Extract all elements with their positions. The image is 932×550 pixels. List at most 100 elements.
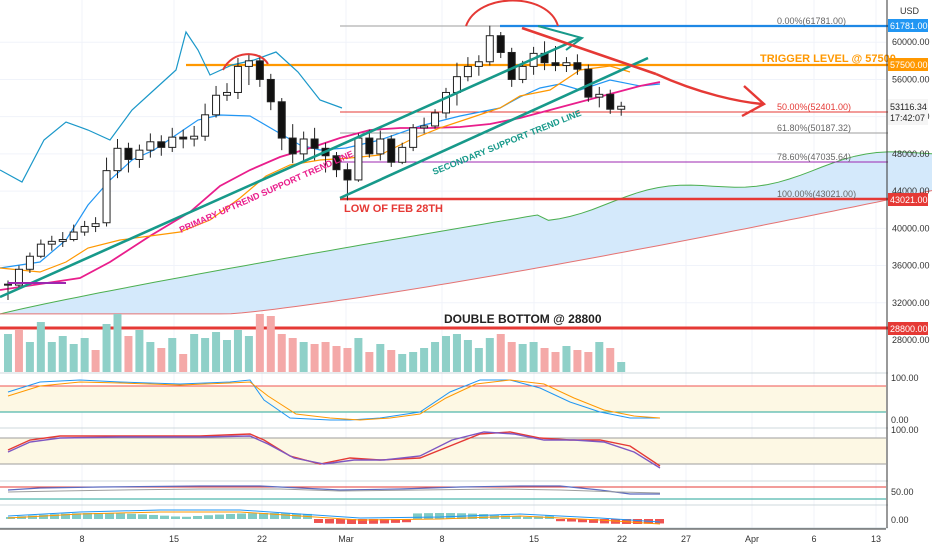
macd-histogram-bar — [512, 516, 521, 519]
time-tick-label: 8 — [79, 534, 84, 544]
candle — [310, 127, 319, 161]
price-tag-last: 53116.34 17:42:07 — [888, 99, 928, 125]
macd-histogram-bar — [501, 515, 510, 519]
volume-bar — [36, 322, 45, 372]
volume-bar — [266, 316, 275, 372]
volume-bar — [529, 342, 538, 372]
volume-bar — [14, 330, 23, 372]
candle — [431, 109, 440, 129]
candle — [233, 58, 242, 99]
stoch-top-label: 100.00 — [891, 373, 919, 383]
volume-bar — [25, 342, 34, 372]
volume-bar — [288, 338, 297, 372]
macd-histogram-bar — [446, 513, 455, 519]
macd-histogram-bar — [589, 519, 598, 523]
macd-histogram-bar — [435, 513, 444, 519]
candle — [80, 220, 89, 236]
stoch-band — [0, 386, 886, 412]
macd-histogram-bar — [259, 513, 268, 519]
rsi-line-b — [7, 431, 661, 469]
candle-body — [474, 61, 483, 67]
svg-text:53116.34: 53116.34 — [890, 102, 927, 112]
stoch-bottom-label: 0.00 — [891, 415, 909, 425]
macd-line — [7, 509, 661, 523]
time-tick-label: 15 — [169, 534, 179, 544]
time-tick-label: Apr — [745, 534, 759, 544]
candle-body — [288, 137, 297, 155]
macd-histogram-bar — [105, 513, 114, 519]
time-tick-label: 22 — [257, 534, 267, 544]
candle-body — [573, 62, 582, 70]
candle-body — [223, 91, 231, 96]
candle — [157, 135, 166, 156]
macd-histogram-bar — [556, 519, 565, 522]
macd-histogram-bar — [116, 513, 125, 519]
candle-body — [409, 127, 418, 148]
candle-body — [562, 62, 571, 66]
candle-body — [299, 138, 308, 155]
macd-histogram-bar — [94, 513, 103, 519]
volume-bar — [343, 348, 352, 372]
currency-label: USD — [900, 6, 920, 16]
time-tick-label: 27 — [681, 534, 691, 544]
candle-body — [354, 137, 363, 181]
macd-histogram-bar — [127, 513, 136, 519]
macd-histogram-bar — [479, 514, 488, 519]
volume-bar — [47, 342, 56, 372]
price-axis[interactable]: 60000.0056000.0052000.0048000.0044000.00… — [886, 0, 930, 528]
fib-label-50: 50.00%(52401.00) — [777, 102, 851, 112]
secondary-support-line[interactable] — [339, 56, 649, 200]
time-axis[interactable]: 8 15 22 Mar 8 15 22 27 Apr 6 13 — [0, 528, 886, 544]
candle-body — [4, 283, 12, 286]
candle-body — [25, 255, 34, 270]
ichimoku-cloud — [0, 151, 932, 314]
candle — [91, 217, 100, 233]
candle-body — [485, 35, 494, 63]
macd-histogram-bar — [83, 513, 92, 519]
macd-histogram-bar — [413, 513, 422, 519]
candle — [124, 142, 133, 173]
low-label: LOW OF FEB 28TH — [344, 203, 443, 215]
candle-body — [518, 65, 527, 80]
volume-bar — [431, 342, 440, 372]
macd-histogram-bar — [281, 513, 290, 519]
candle — [168, 127, 177, 153]
macd-histogram-bar — [314, 519, 323, 523]
candle — [463, 57, 472, 82]
adx-line — [7, 485, 660, 495]
macd-histogram-bar — [523, 516, 532, 519]
svg-text:17:42:07: 17:42:07 — [890, 113, 925, 123]
macd-histogram-bar — [193, 515, 202, 519]
volume-bar — [58, 336, 67, 372]
candle-body — [507, 51, 516, 80]
primary-uptrend-line[interactable] — [0, 36, 581, 299]
macd-histogram-bar — [160, 515, 169, 519]
macd-histogram-bar — [72, 513, 81, 519]
candle — [354, 133, 363, 182]
candle-body — [190, 135, 199, 140]
volume-bar — [102, 324, 111, 372]
candle-body — [135, 149, 144, 160]
candle-body — [69, 231, 78, 241]
volume-bars — [4, 314, 626, 372]
price-tag-double-bottom: 28800.00 — [888, 322, 928, 335]
stoch-d-line — [7, 379, 661, 421]
volume-bar — [387, 350, 396, 372]
candle — [223, 83, 231, 101]
macd-histogram-bar — [468, 513, 477, 519]
volume-bar — [244, 336, 253, 372]
macd-histogram-bar — [358, 519, 367, 524]
candle-body — [179, 136, 188, 140]
moving-average-line — [0, 65, 631, 273]
macd-zero-label: 0.00 — [891, 515, 909, 525]
time-tick-label: 22 — [617, 534, 627, 544]
macd-histogram-bar — [336, 519, 345, 524]
volume-bar — [91, 350, 100, 372]
macd-histogram-bar — [50, 514, 59, 519]
macd-histogram-bar — [655, 519, 664, 524]
candle-body — [212, 94, 221, 116]
candle — [562, 57, 571, 72]
volume-bar — [595, 342, 604, 372]
volume-bar — [69, 344, 78, 372]
